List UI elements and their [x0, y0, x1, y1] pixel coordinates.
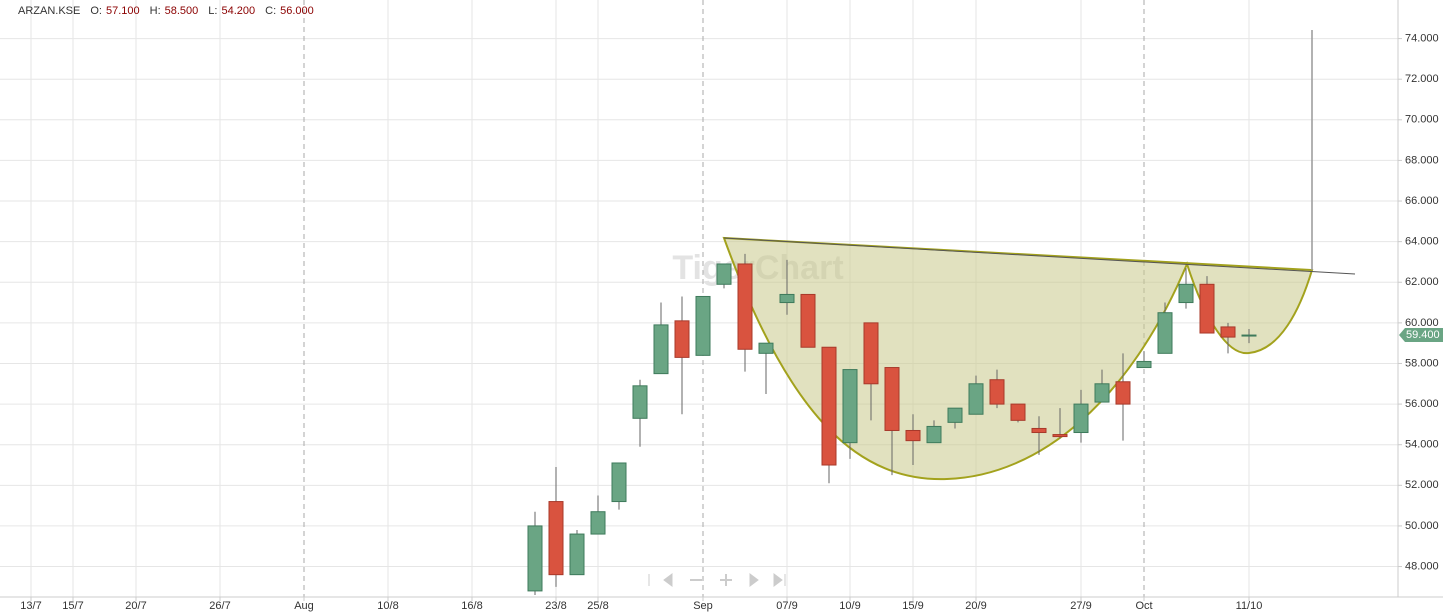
candle-body — [590, 511, 606, 535]
candle-body — [1115, 381, 1131, 405]
candle-body — [1010, 403, 1026, 421]
candle-body — [695, 295, 711, 356]
field-value: 56.000 — [280, 5, 314, 17]
x-tick-label: Sep — [693, 600, 713, 612]
x-tick-label: Oct — [1135, 600, 1152, 612]
candle-body — [989, 379, 1005, 405]
last-price-badge — [1399, 328, 1443, 343]
axes: 48.000 50.000 52.000 54.000 56.000 58.000 60.0… — [20, 32, 1443, 612]
x-tick-label: 20/7 — [125, 600, 146, 612]
nav-back[interactable] — [663, 573, 673, 587]
candle-body — [905, 429, 921, 442]
x-tick-label: 11/10 — [1236, 600, 1263, 612]
header: ARZAN.KSE O: 57.100 H: 58.500 L: 54.200 C: 56.00… — [18, 5, 314, 17]
candle-body — [1073, 403, 1089, 434]
symbol: ARZAN.KSE — [18, 5, 80, 17]
candle-body — [1199, 283, 1215, 334]
candle-body — [716, 263, 732, 285]
candle-body — [1220, 326, 1236, 338]
x-tick-label: 27/9 — [1070, 600, 1091, 612]
y-tick-label: 56.000 — [1405, 398, 1439, 410]
x-tick-label: 25/8 — [587, 600, 608, 612]
x-tick-label: 20/9 — [965, 600, 986, 612]
y-tick-label: 68.000 — [1405, 154, 1439, 166]
candle-body — [968, 383, 984, 415]
candle-body — [884, 367, 900, 431]
x-tick-label: 10/9 — [839, 600, 860, 612]
nav-controls — [648, 573, 786, 587]
nav-zoom-in[interactable] — [720, 574, 732, 586]
x-tick-label: 15/7 — [62, 600, 83, 612]
candle-body — [779, 293, 795, 304]
candle-body — [800, 293, 816, 348]
field-value: 57.100 — [106, 5, 140, 17]
grid — [0, 0, 1398, 597]
y-tick-label: 74.000 — [1405, 32, 1439, 44]
candle-body — [1241, 334, 1257, 337]
candle-body — [842, 369, 858, 444]
candle-body — [1157, 312, 1173, 354]
candle-body — [863, 322, 879, 385]
y-tick-label: 54.000 — [1405, 439, 1439, 451]
y-tick-label: 50.000 — [1405, 520, 1439, 532]
y-tick-label: 58.000 — [1405, 357, 1439, 369]
candle-body — [758, 342, 774, 354]
candle-body — [611, 462, 627, 503]
x-tick-label: 23/8 — [545, 600, 566, 612]
candle-body — [821, 346, 837, 466]
candle-body — [653, 324, 669, 375]
candle-body — [737, 263, 753, 350]
field-label: O: — [90, 5, 102, 17]
y-tick-label: 66.000 — [1405, 195, 1439, 207]
candle-body — [926, 425, 942, 444]
y-tick-label: 60.000 — [1405, 317, 1439, 329]
field-label: C: — [265, 5, 276, 17]
candle-body — [1136, 360, 1152, 369]
x-tick-label: Aug — [294, 600, 314, 612]
y-tick-label: 70.000 — [1405, 114, 1439, 126]
candle-body — [569, 533, 585, 576]
candle-body — [1031, 427, 1047, 434]
x-tick-label: 26/7 — [209, 600, 230, 612]
candle-body — [1052, 434, 1068, 438]
candle-body — [548, 501, 564, 576]
y-tick-label: 64.000 — [1405, 236, 1439, 248]
rim-line — [723, 237, 1356, 275]
x-tick-label: 07/9 — [776, 600, 797, 612]
y-tick-label: 72.000 — [1405, 73, 1439, 85]
x-tick-label: 13/7 — [20, 600, 41, 612]
y-tick-label: 48.000 — [1405, 560, 1439, 572]
y-tick-label: 52.000 — [1405, 479, 1439, 491]
last-price-label: 59.400 — [1406, 329, 1440, 341]
candle-body — [1094, 383, 1110, 403]
candle-body — [632, 385, 648, 419]
field-label: L: — [208, 5, 217, 17]
candle-body — [947, 407, 963, 423]
y-tick-label: 62.000 — [1405, 276, 1439, 288]
field-value: 58.500 — [165, 5, 199, 17]
candle-body — [527, 525, 543, 592]
candles — [527, 253, 1257, 595]
nav-forward[interactable] — [749, 573, 759, 587]
x-tick-label: 16/8 — [461, 600, 482, 612]
x-tick-label: 15/9 — [902, 600, 923, 612]
field-value: 54.200 — [221, 5, 255, 17]
candle-body — [674, 320, 690, 358]
candle-body — [1178, 283, 1194, 304]
x-tick-label: 10/8 — [377, 600, 398, 612]
nav-end[interactable] — [773, 573, 786, 587]
field-label: H: — [150, 5, 161, 17]
